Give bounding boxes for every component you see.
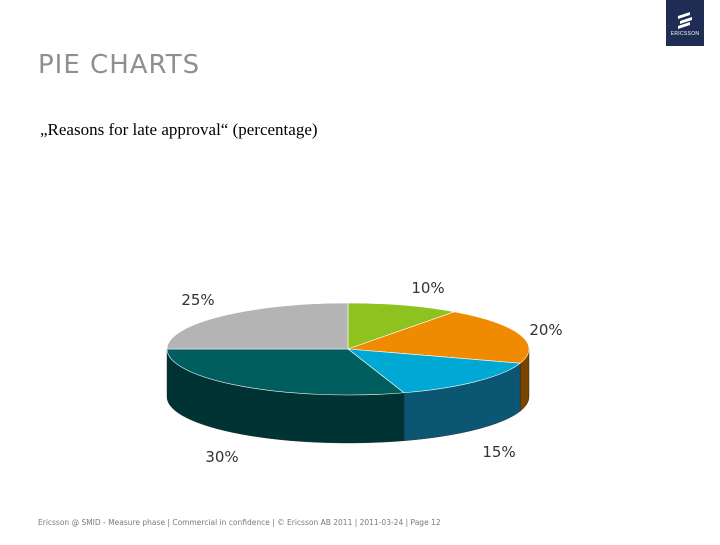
pie-label-5: 25% <box>181 291 214 309</box>
pie-slice-2 <box>347 311 530 364</box>
pie-label-4: 30% <box>205 448 238 466</box>
pie-slice-1 <box>347 302 456 350</box>
logo-wordmark: ERICSSON <box>670 31 700 37</box>
footer-text: Ericsson @ SMID - Measure phase | Commer… <box>38 518 441 527</box>
pie-label-1: 10% <box>411 279 444 297</box>
pie-label-2: 20% <box>529 321 562 339</box>
pie-slice-3 <box>347 348 521 394</box>
pie-slice-4 <box>166 348 405 396</box>
ericsson-logo: ERICSSON <box>666 0 704 46</box>
page-title: Pie charts <box>38 50 201 80</box>
ericsson-logo-icon <box>678 12 692 29</box>
pie-label-3: 15% <box>482 443 515 461</box>
chart-title: „Reasons for late approval“ (percentage) <box>40 120 318 139</box>
pie-slice-5 <box>166 302 349 350</box>
